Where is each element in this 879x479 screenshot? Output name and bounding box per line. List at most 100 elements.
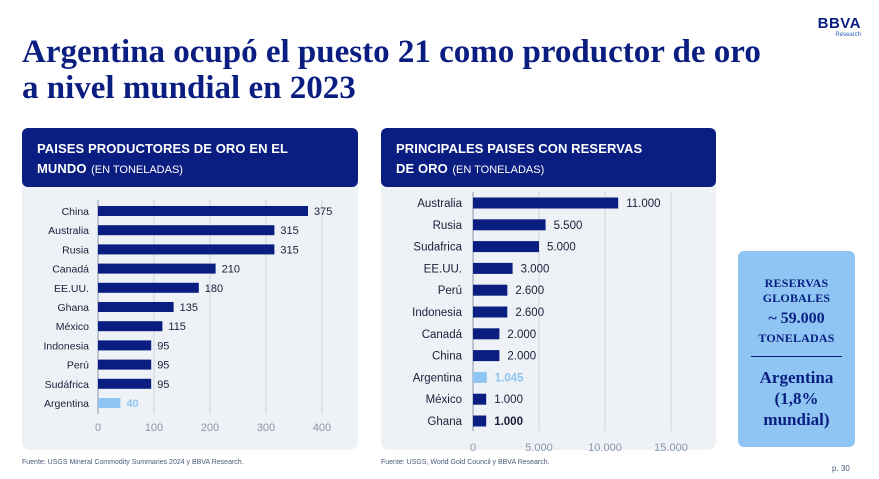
data-label-indonesia: 95: [157, 340, 169, 352]
category-label-indonesia: Indonesia: [43, 340, 89, 352]
callout-argentina-line3: mundial): [763, 410, 830, 429]
data-label-peru: 95: [157, 360, 169, 372]
bbva-logo: BBVA Research: [801, 16, 861, 39]
x-tick-label: 5.000: [525, 442, 553, 454]
bar-sudafrica: [473, 241, 539, 253]
callout-unit: TONELADAS: [758, 331, 835, 345]
category-label-peru: Perú: [67, 360, 89, 372]
callout-label-line2: GLOBALES: [762, 291, 831, 305]
data-label-ghana: 1.000: [494, 416, 523, 428]
data-label-sudafrica: 95: [157, 379, 169, 391]
bar-ee-uu: [98, 282, 199, 293]
bar-indonesia: [98, 340, 152, 351]
data-label-australia: 11.000: [626, 198, 660, 210]
bar-mexico: [473, 393, 487, 405]
production-header-line2: MUNDO: [37, 161, 87, 176]
category-label-rusia: Rusia: [62, 244, 89, 256]
bar-peru: [98, 359, 152, 370]
data-label-argentina: 1.045: [495, 372, 524, 384]
category-label-mexico: México: [56, 321, 89, 333]
data-label-peru: 2.600: [515, 285, 544, 297]
data-label-canada: 210: [222, 264, 240, 276]
x-tick-label: 100: [145, 422, 163, 434]
bar-peru: [473, 284, 508, 296]
category-label-argentina: Argentina: [44, 398, 89, 410]
x-tick-label: 400: [313, 422, 331, 434]
data-label-rusia: 5.500: [554, 220, 583, 232]
bar-rusia: [473, 219, 546, 231]
category-label-rusia: Rusia: [433, 220, 463, 232]
callout-argentina-line1: Argentina: [759, 368, 834, 387]
data-label-ee-uu: 3.000: [521, 263, 550, 275]
category-label-china: China: [62, 206, 90, 218]
category-label-sudafrica: Sudafrica: [413, 242, 462, 254]
callout-label-line1: RESERVAS: [764, 276, 829, 290]
data-label-ee-uu: 180: [205, 283, 223, 295]
reserves-chart-header: PRINCIPALES PAISES CON RESERVAS DE ORO (…: [381, 128, 716, 187]
category-label-ee-uu: EE.UU.: [424, 263, 462, 275]
category-label-peru: Perú: [438, 285, 462, 297]
reserves-header-line2: DE ORO: [396, 161, 448, 176]
data-label-mexico: 115: [168, 321, 186, 333]
data-label-ghana: 135: [180, 302, 198, 314]
category-label-canada: Canadá: [422, 329, 463, 341]
x-tick-label: 200: [201, 422, 219, 434]
bar-argentina: [98, 398, 121, 408]
bar-australia: [98, 225, 275, 236]
bar-argentina: [473, 371, 487, 383]
production-bar-chart: 0 100 200 300 400 China 375 Australia 315 Rusia 31…: [43, 200, 332, 434]
bar-australia: [473, 197, 619, 209]
callout-value: ~ 59.000: [768, 310, 825, 327]
production-source-note: Fuente: USGS Mineral Commodity Summaries…: [22, 459, 244, 466]
category-label-indonesia: Indonesia: [412, 307, 462, 319]
production-header-line1: PAISES PRODUCTORES DE ORO EN EL: [37, 141, 289, 156]
bar-indonesia: [473, 306, 508, 318]
data-label-china: 375: [314, 206, 332, 218]
data-label-australia: 315: [280, 225, 298, 237]
bar-rusia: [98, 244, 275, 255]
reserves-header-unit: (EN TONELADAS): [452, 164, 545, 176]
x-tick-label: 0: [95, 422, 101, 434]
data-label-argentina: 40: [126, 398, 138, 410]
x-tick-label: 0: [470, 442, 476, 454]
category-label-china: China: [432, 351, 463, 363]
logo-subtitle: Research: [835, 32, 861, 38]
category-label-ee-uu: EE.UU.: [54, 283, 89, 295]
category-label-australia: Australia: [417, 198, 462, 210]
bar-ghana: [473, 415, 487, 427]
production-chart-header: PAISES PRODUCTORES DE ORO EN EL MUNDO (E…: [22, 128, 358, 187]
global-reserves-callout: RESERVAS GLOBALES ~ 59.000 TONELADAS Arg…: [738, 251, 855, 447]
page-title: Argentina ocupó el puesto 21 como produc…: [22, 34, 761, 106]
x-tick-label: 15.000: [654, 442, 688, 454]
category-label-sudafrica: Sudáfrica: [45, 379, 90, 391]
data-label-mexico: 1.000: [494, 394, 523, 406]
callout-divider: [751, 356, 842, 357]
bar-china: [98, 206, 308, 216]
page-number: p. 30: [832, 464, 850, 473]
data-label-china: 2.000: [507, 351, 536, 363]
bar-sudafrica: [98, 378, 152, 389]
data-label-rusia: 315: [280, 244, 298, 256]
bar-ee-uu: [473, 262, 513, 274]
category-label-canada: Canadá: [52, 264, 89, 276]
data-label-canada: 2.000: [507, 329, 536, 341]
category-label-ghana: Ghana: [427, 416, 462, 428]
callout-argentina-line2: (1,8%: [774, 389, 819, 408]
category-label-australia: Australia: [48, 225, 89, 237]
bar-canada: [473, 328, 500, 340]
category-label-ghana: Ghana: [57, 302, 89, 314]
bar-canada: [98, 263, 216, 274]
reserves-header-line1: PRINCIPALES PAISES CON RESERVAS: [396, 141, 643, 156]
category-label-argentina: Argentina: [413, 372, 463, 384]
production-header-unit: (EN TONELADAS): [91, 164, 183, 176]
x-tick-label: 10.000: [588, 442, 622, 454]
x-tick-label: 300: [257, 422, 275, 434]
logo-mark: BBVA: [817, 15, 861, 32]
bar-ghana: [98, 302, 174, 312]
data-label-sudafrica: 5.000: [547, 242, 576, 254]
data-label-indonesia: 2.600: [515, 307, 544, 319]
reserves-source-note: Fuente: USGS, World Gold Council y BBVA …: [381, 459, 550, 466]
category-label-mexico: México: [426, 394, 462, 406]
reserves-bar-chart: 0 5.000 10.000 15.000 Australia 11.000 Rusia 5.…: [412, 192, 688, 454]
